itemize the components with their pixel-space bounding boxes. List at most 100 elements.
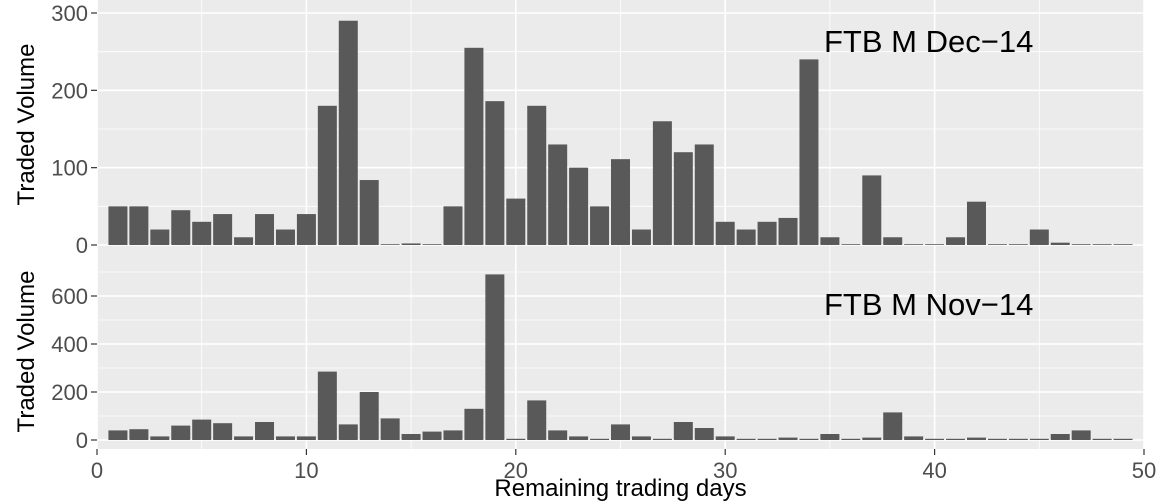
bar — [192, 221, 212, 245]
bar — [192, 419, 212, 440]
bar — [883, 412, 903, 440]
bar — [171, 425, 191, 440]
bar — [569, 167, 589, 245]
bar — [925, 438, 945, 440]
bar — [338, 424, 358, 440]
bar — [464, 408, 484, 440]
bar — [506, 438, 526, 440]
x-axis-title: Remaining trading days — [494, 475, 746, 502]
bar — [694, 144, 714, 245]
bar — [569, 436, 589, 440]
bar — [590, 206, 610, 245]
bar — [150, 229, 170, 245]
panel-label: FTB M Dec−14 — [824, 24, 1033, 59]
y-axis-title: Traded Volume — [13, 44, 40, 206]
bar — [652, 121, 672, 245]
bar — [757, 438, 777, 440]
bar — [1092, 244, 1112, 245]
bar — [1113, 244, 1133, 245]
bar — [317, 371, 337, 440]
bar — [171, 210, 191, 245]
bar — [966, 437, 986, 440]
bar — [820, 237, 840, 245]
bar — [108, 430, 128, 440]
bar — [611, 424, 630, 440]
bar — [359, 180, 379, 245]
y-axis-title: Traded Volume — [13, 271, 40, 433]
bar — [1113, 438, 1133, 440]
bar — [1029, 438, 1049, 440]
bar — [443, 430, 463, 440]
bar — [904, 244, 924, 245]
bar — [527, 105, 547, 245]
bar — [1008, 244, 1028, 245]
bar — [485, 101, 505, 245]
bar — [422, 244, 442, 245]
bar — [1050, 242, 1070, 245]
bar — [338, 20, 358, 245]
bar — [862, 437, 882, 440]
bar — [820, 434, 840, 440]
bar — [1071, 430, 1091, 440]
x-tick-label: 20 — [504, 458, 528, 483]
bar — [736, 438, 756, 440]
bar — [987, 244, 1007, 245]
bar — [673, 152, 693, 245]
bar — [275, 436, 295, 440]
bar — [380, 244, 400, 245]
bar — [1029, 229, 1049, 245]
bar — [255, 422, 275, 440]
bar — [841, 244, 861, 245]
bar — [1092, 438, 1112, 440]
bar — [234, 237, 254, 245]
bar — [799, 438, 819, 440]
bar — [925, 244, 945, 245]
bar — [778, 437, 798, 440]
bar — [631, 229, 651, 245]
bar — [275, 229, 295, 245]
bar — [946, 438, 966, 440]
bar — [1050, 434, 1070, 440]
bar — [841, 438, 861, 440]
y-tick-label: 100 — [51, 156, 88, 181]
bar — [234, 436, 254, 440]
bar — [422, 431, 442, 440]
x-tick-label: 10 — [294, 458, 318, 483]
bar — [966, 201, 986, 245]
bar — [883, 237, 903, 245]
y-tick-label: 0 — [76, 428, 88, 453]
bar — [129, 206, 149, 245]
bar — [904, 436, 924, 440]
bar — [778, 217, 798, 245]
bar — [987, 438, 1007, 440]
bar — [108, 206, 128, 245]
bar — [673, 422, 693, 440]
y-tick-label: 600 — [51, 284, 88, 309]
y-tick-label: 300 — [51, 1, 88, 26]
bar — [443, 206, 463, 245]
bar — [296, 436, 316, 440]
bar — [401, 243, 421, 245]
bar — [548, 144, 568, 245]
bar — [359, 392, 379, 440]
bar — [757, 221, 777, 245]
bar — [1071, 244, 1091, 245]
bar — [548, 430, 568, 440]
bar — [213, 423, 233, 440]
bar — [255, 214, 275, 245]
bar — [401, 434, 421, 440]
bar — [736, 229, 756, 245]
panel-label: FTB M Nov−14 — [824, 287, 1033, 322]
bar — [715, 436, 735, 440]
bar — [380, 418, 400, 440]
x-tick-label: 40 — [922, 458, 946, 483]
bar — [1008, 438, 1028, 440]
bar — [129, 429, 149, 440]
bar — [296, 214, 316, 245]
bar — [631, 436, 651, 440]
bar — [862, 175, 882, 245]
bar — [715, 221, 735, 245]
y-tick-label: 200 — [51, 78, 88, 103]
bar — [590, 438, 610, 440]
panel-nov14: 0 200 400 600 Traded Volume FTB M Nov−14 0 10 20… — [13, 254, 1156, 483]
